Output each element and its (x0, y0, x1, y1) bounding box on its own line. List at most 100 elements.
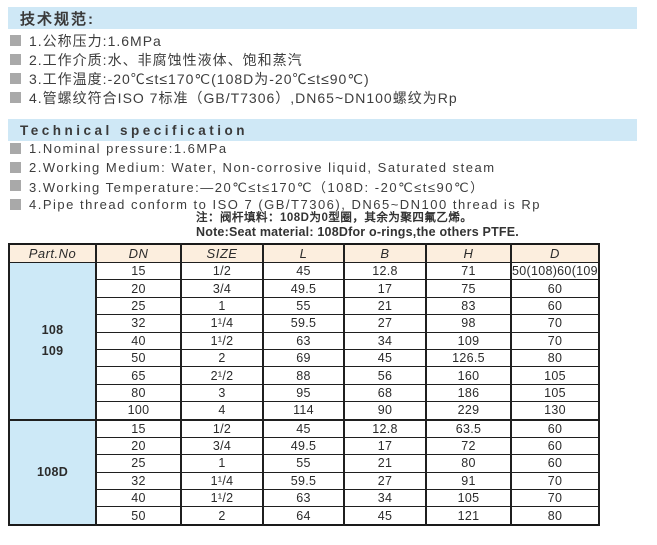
cell-d: 60 (510, 436, 600, 456)
chinese-spec-list: 1.公称压力:1.6MPa 2.工作介质:水、非腐蚀性液体、饱和蒸汽 3.工作温度:… (10, 31, 458, 107)
column-header-h: H (425, 243, 512, 263)
cell-b: 34 (343, 331, 427, 350)
cell-l: 49.5 (262, 436, 345, 456)
cell-h: 80 (425, 454, 512, 473)
cell-l: 114 (262, 401, 345, 421)
bullet-square-icon (10, 35, 21, 46)
bullet-square-icon (10, 142, 21, 154)
english-spec-item-4: 4.Pipe thread conform to ISO 7 (GB/T7306… (10, 195, 541, 214)
chinese-spec-title: 技术规范: (20, 10, 95, 28)
english-spec-item-text: 1.Nominal pressure:1.6MPa (29, 140, 228, 156)
cell-size: 3/4 (180, 436, 264, 456)
cell-h: 83 (425, 296, 512, 316)
bullet-square-icon (10, 180, 21, 192)
bullet-square-icon (10, 199, 21, 211)
cell-dn: 40 (95, 489, 182, 508)
chinese-spec-item-text: 1.公称压力:1.6MPa (29, 32, 162, 49)
cell-l: 45 (262, 261, 345, 281)
table-row: 32 1¹/4 59.5 27 91 70 (9, 471, 600, 491)
cell-size: 1/2 (180, 261, 264, 281)
cell-l: 88 (262, 366, 345, 385)
cell-dn: 50 (95, 506, 182, 526)
english-spec-item-3: 3.Working Temperature:—20℃≤t≤170℃（108D: … (10, 177, 541, 196)
cell-d: 70 (510, 314, 600, 333)
cell-size: 1¹/2 (180, 489, 264, 508)
part-no-label: 108D (36, 464, 69, 479)
english-spec-item-text: 3.Working Temperature:—20℃≤t≤170℃（108D: … (29, 179, 485, 195)
english-spec-list: 1.Nominal pressure:1.6MPa 2.Working Mediu… (10, 139, 541, 214)
header-row: Part.No DN SIZE L B H D (8, 243, 600, 263)
cell-dn: 80 (95, 383, 182, 403)
cell-d: 80 (510, 348, 600, 368)
table-row: 25 1 55 21 80 60 (9, 454, 600, 473)
cell-l: 59.5 (262, 314, 345, 333)
cell-h: 72 (425, 436, 512, 456)
english-spec-item-2: 2.Working Medium: Water, Non-corrosive l… (10, 158, 541, 177)
cell-b: 90 (343, 401, 427, 421)
cell-b: 21 (343, 454, 427, 473)
cell-l: 69 (262, 348, 345, 368)
cell-d: 70 (510, 471, 600, 491)
cell-size: 1/2 (180, 418, 264, 438)
cell-dn: 25 (95, 454, 182, 473)
english-spec-item-text: 2.Working Medium: Water, Non-corrosive l… (29, 159, 496, 175)
part-no-cell: 108D (8, 418, 97, 526)
cell-size: 1¹/2 (180, 331, 264, 350)
cell-dn: 25 (95, 296, 182, 316)
cell-l: 64 (262, 506, 345, 526)
cell-d: 70 (510, 489, 600, 508)
cell-dn: 50 (95, 348, 182, 368)
cell-l: 59.5 (262, 471, 345, 491)
cell-d: 60 (510, 279, 600, 298)
cell-d: 60 (510, 296, 600, 316)
cell-b: 27 (343, 471, 427, 491)
column-header-size: SIZE (180, 243, 264, 263)
chinese-spec-item-2: 2.工作介质:水、非腐蚀性液体、饱和蒸汽 (10, 50, 458, 69)
cell-h: 109 (425, 331, 512, 350)
note-chinese: 注：阀杆填料：108D为0型圈，其余为聚四氟乙烯。 (196, 212, 473, 224)
cell-b: 34 (343, 489, 427, 508)
cell-h: 126.5 (425, 348, 512, 368)
dimensions-table: Part.No DN SIZE L B H D 108 109 15 1/2 45 12.8 71 50(… (8, 243, 600, 526)
cell-d: 105 (510, 366, 600, 385)
column-header-l: L (262, 243, 345, 263)
cell-dn: 32 (95, 314, 182, 333)
cell-b: 12.8 (343, 261, 427, 281)
table-row: 80 3 95 68 186 105 (9, 383, 600, 403)
cell-h: 98 (425, 314, 512, 333)
column-header-dn: DN (95, 243, 182, 263)
cell-h: 91 (425, 471, 512, 491)
bullet-square-icon (10, 73, 21, 84)
cell-size: 3/4 (180, 279, 264, 298)
cell-b: 45 (343, 348, 427, 368)
note-block: 注：阀杆填料：108D为0型圈，其余为聚四氟乙烯。 Note:Seat mate… (196, 209, 519, 239)
cell-b: 12.8 (343, 418, 427, 438)
chinese-spec-item-3: 3.工作温度:-20℃≤t≤170℃(108D为-20℃≤t≤90℃) (10, 69, 458, 88)
cell-dn: 20 (95, 279, 182, 298)
chinese-spec-item-1: 1.公称压力:1.6MPa (10, 31, 458, 50)
cell-size: 1 (180, 296, 264, 316)
chinese-spec-item-text: 4.管螺纹符合ISO 7标准（GB/T7306）,DN65~DN100螺纹为Rp (29, 89, 458, 106)
table-row: 100 4 114 90 229 130 (9, 401, 600, 421)
table-row: 50 2 64 45 121 80 (9, 506, 600, 526)
cell-size: 2¹/2 (180, 366, 264, 385)
table-row: 40 1¹/2 63 34 109 70 (9, 331, 600, 350)
cell-d: 130 (510, 401, 600, 421)
cell-h: 71 (425, 261, 512, 281)
cell-l: 45 (262, 418, 345, 438)
part-no-label: 109 (41, 343, 64, 358)
cell-d: 60 (510, 418, 600, 438)
cell-b: 27 (343, 314, 427, 333)
table-row: 20 3/4 49.5 17 72 60 (9, 436, 600, 456)
cell-b: 17 (343, 279, 427, 298)
cell-l: 55 (262, 454, 345, 473)
cell-b: 17 (343, 436, 427, 456)
cell-dn: 15 (95, 261, 182, 281)
dimensions-table-body: 108 109 15 1/2 45 12.8 71 50(108)60(109) 20 3/4 49… (8, 261, 600, 526)
cell-dn: 100 (95, 401, 182, 421)
column-header-d: D (510, 243, 600, 263)
cell-b: 45 (343, 506, 427, 526)
dimensions-table-header: Part.No DN SIZE L B H D (8, 243, 600, 263)
cell-l: 63 (262, 331, 345, 350)
column-header-b: B (343, 243, 427, 263)
